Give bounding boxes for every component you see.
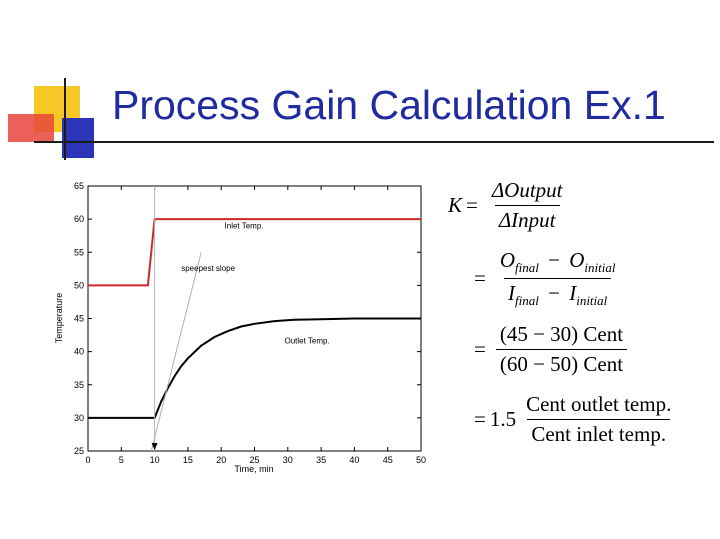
- inlet-temp-label: Inlet Temp.: [225, 221, 264, 230]
- final-subscript: final: [515, 260, 539, 276]
- decor-red-square: [8, 114, 54, 142]
- input-difference: Ifinal − Iinitial: [504, 278, 612, 309]
- equals-sign: =: [474, 407, 486, 431]
- y-tick-label: 40: [74, 347, 84, 357]
- equals-sign: =: [466, 193, 478, 217]
- equals-sign: =: [474, 266, 486, 291]
- decor-vertical-line: [64, 78, 66, 160]
- input-symbol: I: [569, 281, 577, 306]
- x-tick-label: 45: [383, 455, 393, 465]
- x-tick-label: 10: [150, 455, 160, 465]
- x-tick-label: 5: [119, 455, 124, 465]
- y-tick-label: 30: [74, 413, 84, 423]
- output-symbol: O: [499, 248, 516, 272]
- x-tick-label: 35: [316, 455, 326, 465]
- x-axis-label: Time, min: [234, 464, 273, 474]
- y-tick-label: 60: [74, 214, 84, 224]
- delta-output: ΔOutput: [491, 178, 563, 202]
- x-tick-label: 25: [249, 455, 259, 465]
- units-numerator: Cent outlet temp.: [526, 392, 672, 416]
- y-axis-label: Temperature: [54, 293, 64, 344]
- y-tick-label: 65: [74, 181, 84, 191]
- x-tick-label: 0: [85, 455, 90, 465]
- values-numerator: (45 − 30) Cent: [499, 322, 624, 346]
- title-underline: [34, 141, 714, 143]
- final-initial-fraction: Ofinal − Oinitial Ifinal − Iinitial: [496, 248, 620, 309]
- gain-value: 1.5: [489, 407, 517, 431]
- initial-subscript: initial: [584, 260, 616, 276]
- decor-blue-square: [62, 118, 94, 158]
- arrow-down-icon: [151, 443, 158, 450]
- output-difference: Ofinal − Oinitial: [496, 248, 620, 278]
- inlet-temp-line: [88, 218, 421, 287]
- input-symbol: I: [508, 281, 516, 306]
- minus-sign: −: [548, 248, 560, 272]
- units-fraction: Cent outlet temp. Cent inlet temp.: [522, 392, 675, 447]
- x-tick-label: 15: [183, 455, 193, 465]
- y-tick-label: 35: [74, 380, 84, 390]
- outlet-temp-label: Outlet Temp.: [284, 337, 329, 346]
- y-tick-label: 25: [74, 446, 84, 456]
- x-tick-label: 20: [216, 455, 226, 465]
- y-tick-label: 45: [74, 314, 84, 324]
- equation-final-initial: = Ofinal − Oinitial Ifinal − Iinitial: [470, 248, 619, 309]
- equation-definition: K = ΔOutput ΔInput: [448, 178, 567, 233]
- gain-symbol: K: [448, 193, 463, 217]
- minus-sign: −: [548, 281, 560, 306]
- temperature-chart: 0 5 10 15 20 25 30 35 40 45 50 25 30 35 40 45 50 55 60 65 I…: [54, 181, 426, 474]
- y-tick-label: 55: [74, 247, 84, 257]
- values-denominator: (60 − 50) Cent: [495, 349, 628, 377]
- x-tick-label: 30: [283, 455, 293, 465]
- steepest-slope-label: speepest slope: [181, 264, 235, 273]
- steepest-slope-line: [150, 252, 202, 452]
- equation-result: = 1.5 Cent outlet temp. Cent inlet temp.: [470, 392, 675, 447]
- delta-input: ΔInput: [494, 205, 560, 233]
- final-subscript: final: [515, 293, 539, 309]
- x-tick-label: 50: [416, 455, 426, 465]
- equation-values: = (45 − 30) Cent (60 − 50) Cent: [470, 322, 628, 377]
- y-tick-label: 50: [74, 280, 84, 290]
- slide-title: Process Gain Calculation Ex.1: [112, 82, 666, 128]
- values-fraction: (45 − 30) Cent (60 − 50) Cent: [495, 322, 628, 377]
- delta-fraction: ΔOutput ΔInput: [488, 178, 567, 233]
- x-tick-label: 40: [349, 455, 359, 465]
- equals-sign: =: [474, 337, 486, 361]
- output-symbol: O: [569, 248, 585, 272]
- initial-subscript: initial: [576, 293, 608, 309]
- units-denominator: Cent inlet temp.: [527, 419, 671, 447]
